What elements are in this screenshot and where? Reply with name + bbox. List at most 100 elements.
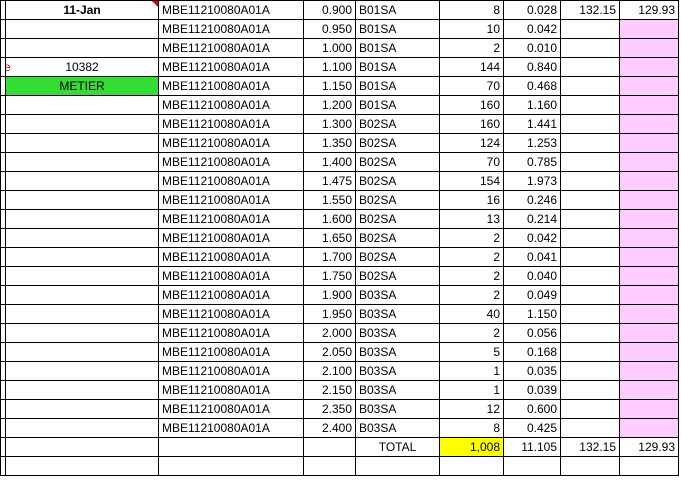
code-cell[interactable]: B03SA <box>355 361 440 381</box>
part-number-cell[interactable]: MBE11210080A01A <box>158 152 304 172</box>
highlighted-cell[interactable] <box>619 266 679 286</box>
quantity-cell[interactable]: 13 <box>439 209 504 229</box>
value-cell[interactable]: 0.840 <box>503 57 561 77</box>
code-cell[interactable]: B03SA <box>355 380 440 400</box>
code-cell[interactable]: B02SA <box>355 266 440 286</box>
value-cell[interactable]: 0.040 <box>503 266 561 286</box>
part-number-cell[interactable]: MBE11210080A01A <box>158 342 304 362</box>
value-cell[interactable]: 1.160 <box>503 95 561 115</box>
value-cell[interactable]: 0.049 <box>503 285 561 305</box>
cell-col-b[interactable] <box>5 209 159 229</box>
cell-col-h[interactable] <box>560 133 620 153</box>
quantity-cell[interactable]: 2 <box>439 228 504 248</box>
code-cell[interactable]: B03SA <box>355 342 440 362</box>
part-number-cell[interactable]: MBE11210080A01A <box>158 228 304 248</box>
cell-col-b[interactable] <box>5 190 159 210</box>
cell-col-h[interactable] <box>560 114 620 134</box>
highlighted-cell[interactable] <box>619 399 679 419</box>
size-cell[interactable]: 2.100 <box>303 361 356 381</box>
part-number-cell[interactable]: MBE11210080A01A <box>158 304 304 324</box>
cell-col-b[interactable] <box>5 323 159 343</box>
part-number-cell[interactable]: MBE11210080A01A <box>158 247 304 267</box>
cell-col-b[interactable] <box>5 399 159 419</box>
quantity-cell[interactable]: 1 <box>439 380 504 400</box>
quantity-cell[interactable]: 8 <box>439 418 504 438</box>
value-cell[interactable]: 0.056 <box>503 323 561 343</box>
size-cell[interactable]: 1.475 <box>303 171 356 191</box>
quantity-cell[interactable]: 2 <box>439 247 504 267</box>
quantity-cell[interactable]: 70 <box>439 76 504 96</box>
part-number-cell[interactable]: MBE11210080A01A <box>158 380 304 400</box>
highlighted-cell[interactable] <box>619 285 679 305</box>
part-number-cell[interactable]: MBE11210080A01A <box>158 133 304 153</box>
part-number-cell[interactable]: MBE11210080A01A <box>158 0 304 20</box>
highlighted-cell[interactable] <box>619 76 679 96</box>
quantity-cell[interactable]: 124 <box>439 133 504 153</box>
code-cell[interactable]: B01SA <box>355 0 440 20</box>
size-cell[interactable]: 1.200 <box>303 95 356 115</box>
size-cell[interactable]: 2.350 <box>303 399 356 419</box>
cell-col-h[interactable] <box>560 57 620 77</box>
cell-col-h[interactable] <box>560 38 620 58</box>
cell-col-h[interactable] <box>560 285 620 305</box>
part-number-cell[interactable]: MBE11210080A01A <box>158 209 304 229</box>
value-cell[interactable]: 0.035 <box>503 361 561 381</box>
highlighted-cell[interactable] <box>619 228 679 248</box>
cell-col-b[interactable] <box>5 114 159 134</box>
highlighted-cell[interactable] <box>619 323 679 343</box>
cell-col-h[interactable] <box>560 76 620 96</box>
cell-col-d[interactable] <box>303 437 356 457</box>
part-number-cell[interactable]: MBE11210080A01A <box>158 285 304 305</box>
highlighted-cell[interactable] <box>619 190 679 210</box>
value-cell[interactable]: 0.214 <box>503 209 561 229</box>
cell-col-b[interactable] <box>5 285 159 305</box>
highlighted-cell[interactable] <box>619 209 679 229</box>
cell-col-b[interactable] <box>5 361 159 381</box>
cell-col-h[interactable] <box>560 228 620 248</box>
code-cell[interactable]: B01SA <box>355 76 440 96</box>
highlighted-cell[interactable] <box>619 57 679 77</box>
size-cell[interactable]: 1.950 <box>303 304 356 324</box>
quantity-cell[interactable]: 2 <box>439 323 504 343</box>
quantity-cell[interactable]: 5 <box>439 342 504 362</box>
part-number-cell[interactable]: MBE11210080A01A <box>158 95 304 115</box>
code-cell[interactable]: B02SA <box>355 133 440 153</box>
code-cell[interactable]: B02SA <box>355 190 440 210</box>
quantity-cell[interactable]: 10 <box>439 19 504 39</box>
cell-col-h[interactable] <box>560 209 620 229</box>
size-cell[interactable]: 1.650 <box>303 228 356 248</box>
quantity-cell[interactable]: 16 <box>439 190 504 210</box>
top-value-h-cell[interactable]: 132.15 <box>560 0 620 20</box>
value-cell[interactable]: 1.253 <box>503 133 561 153</box>
cell-col-h[interactable] <box>560 323 620 343</box>
cell-col-b[interactable] <box>5 247 159 267</box>
part-number-cell[interactable]: MBE11210080A01A <box>158 190 304 210</box>
code-cell[interactable]: B01SA <box>355 19 440 39</box>
highlighted-cell[interactable] <box>619 133 679 153</box>
total-h-cell[interactable]: 132.15 <box>560 437 620 457</box>
cell-col-b[interactable] <box>5 133 159 153</box>
quantity-cell[interactable]: 8 <box>439 0 504 20</box>
quantity-cell[interactable]: 40 <box>439 304 504 324</box>
code-cell[interactable]: B03SA <box>355 399 440 419</box>
cell-col-b[interactable] <box>5 95 159 115</box>
code-cell[interactable]: B03SA <box>355 418 440 438</box>
value-cell[interactable]: 0.028 <box>503 0 561 20</box>
cell-col-h[interactable] <box>560 342 620 362</box>
order-number-cell[interactable]: e 10382 <box>5 57 159 77</box>
highlighted-cell[interactable] <box>619 152 679 172</box>
cell-col-c[interactable] <box>158 437 304 457</box>
size-cell[interactable]: 2.000 <box>303 323 356 343</box>
value-cell[interactable]: 0.168 <box>503 342 561 362</box>
cell-col-b[interactable] <box>5 228 159 248</box>
highlighted-cell[interactable] <box>619 95 679 115</box>
size-cell[interactable]: 1.550 <box>303 190 356 210</box>
size-cell[interactable]: 1.350 <box>303 133 356 153</box>
cell-col-h[interactable] <box>560 19 620 39</box>
code-cell[interactable]: B01SA <box>355 95 440 115</box>
value-cell[interactable]: 0.042 <box>503 19 561 39</box>
part-number-cell[interactable]: MBE11210080A01A <box>158 418 304 438</box>
value-cell[interactable]: 1.441 <box>503 114 561 134</box>
value-cell[interactable]: 0.600 <box>503 399 561 419</box>
cell-col-h[interactable] <box>560 399 620 419</box>
